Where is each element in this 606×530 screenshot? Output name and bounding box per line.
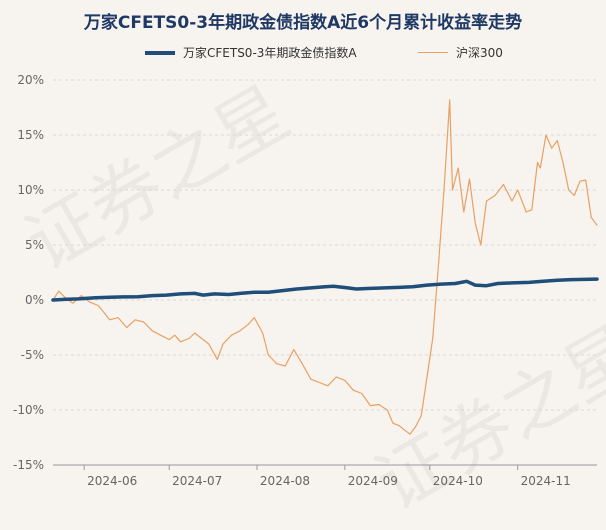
x-tick-label: 2024-09 — [348, 474, 398, 488]
x-tick-label: 2024-11 — [521, 474, 571, 488]
y-tick-label: 5% — [25, 238, 44, 252]
x-tick-label: 2024-08 — [260, 474, 310, 488]
series-line-csi300 — [52, 99, 598, 435]
y-tick-label: 0% — [25, 293, 44, 307]
series-lines — [51, 99, 599, 435]
y-tick-label: 10% — [17, 183, 44, 197]
legend-item-fund: 万家CFETS0-3年期政金债指数A — [145, 44, 357, 61]
legend-swatch-csi300 — [418, 52, 448, 53]
y-tick-label: -10% — [13, 403, 44, 417]
y-tick-label: -15% — [13, 458, 44, 472]
y-tick-label: 20% — [17, 73, 44, 87]
legend-item-csi300: 沪深300 — [418, 44, 503, 61]
series-line-fund — [51, 277, 599, 302]
y-tick-label: 15% — [17, 128, 44, 142]
x-axis: 2024-06 2024-07 2024-08 2024-09 2024-10 2024-… — [53, 464, 597, 488]
x-tick-label: 2024-10 — [433, 474, 483, 488]
legend-swatch-fund — [145, 50, 175, 55]
y-tick-label: -5% — [21, 348, 44, 362]
legend: 万家CFETS0-3年期政金债指数A 沪深300 — [0, 44, 606, 62]
plot-area: 20%15%10%5%0%-5%-10%-15% 2024-06 2024-07 2… — [13, 73, 599, 488]
x-tick-label: 2024-07 — [172, 474, 222, 488]
legend-label-fund: 万家CFETS0-3年期政金债指数A — [183, 46, 357, 60]
chart-title: 万家CFETS0-3年期政金债指数A近6个月累计收益率走势 — [83, 13, 523, 33]
legend-label-csi300: 沪深300 — [456, 46, 503, 60]
x-tick-label: 2024-06 — [87, 474, 137, 488]
y-axis: 20% 15% 10% 5% 0% -5% -10% -15% — [13, 73, 44, 472]
gridlines — [53, 79, 597, 466]
